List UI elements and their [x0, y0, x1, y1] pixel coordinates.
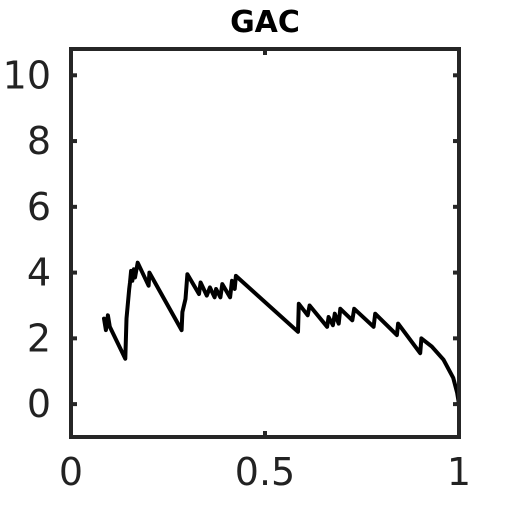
y-tick-label: 10 — [3, 53, 51, 97]
x-tick-label: 0 — [59, 450, 83, 494]
x-tick-label: 0.5 — [235, 450, 295, 494]
y-tick-label: 8 — [27, 119, 51, 163]
y-tick-label: 4 — [27, 251, 51, 295]
series-group — [102, 260, 461, 407]
y-tick-label: 0 — [27, 382, 51, 426]
plot-frame — [69, 47, 461, 439]
tick-group — [69, 49, 461, 437]
chart-title: GAC — [230, 5, 300, 40]
x-tick-label: 1 — [447, 450, 471, 494]
series-line — [102, 260, 461, 407]
y-tick-label: 6 — [27, 185, 51, 229]
y-tick-label: 2 — [27, 316, 51, 360]
